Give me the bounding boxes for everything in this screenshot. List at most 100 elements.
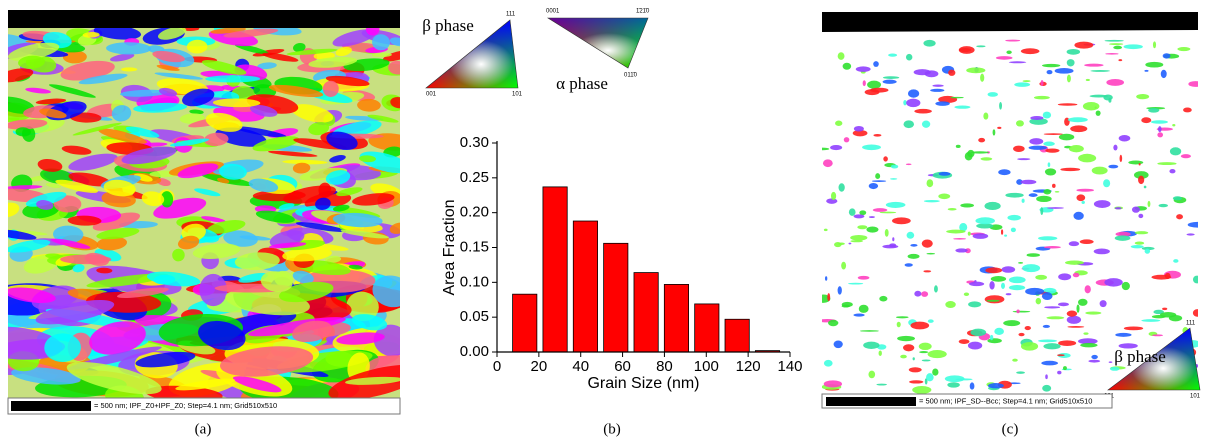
grain: [248, 178, 279, 193]
grain: [994, 327, 1004, 335]
grain: [834, 242, 842, 248]
grain: [1176, 214, 1183, 220]
grain: [1058, 133, 1075, 141]
grain: [257, 62, 277, 70]
grain: [879, 211, 897, 214]
grain: [833, 340, 843, 349]
grain: [1025, 287, 1045, 296]
grain: [953, 238, 967, 240]
grain: [203, 132, 229, 147]
grain: [950, 96, 964, 99]
bar: [603, 242, 629, 353]
grain: [883, 156, 888, 162]
grain: [1162, 53, 1171, 59]
grain: [172, 248, 185, 262]
grain: [934, 285, 938, 293]
grain: [910, 243, 918, 247]
grain: [1040, 79, 1044, 87]
grain: [987, 338, 1002, 344]
grain: [857, 225, 868, 230]
grain: [8, 68, 34, 83]
grain: [1188, 81, 1198, 87]
grain: [160, 191, 174, 208]
grain: [1045, 148, 1060, 153]
grain: [905, 53, 913, 61]
grain: [1008, 276, 1026, 284]
scale-bar-text: = 500 nm; IPF_SD--Bcc; Step=4.1 nm; Grid…: [919, 396, 1092, 405]
grain: [109, 53, 135, 62]
grain: [859, 330, 879, 332]
grain: [292, 162, 311, 174]
grain: [841, 301, 853, 308]
grain: [1123, 326, 1144, 331]
y-axis-label: Area Fraction: [441, 199, 458, 295]
grain: [1046, 316, 1065, 320]
grain: [1136, 93, 1150, 100]
grain: [358, 155, 376, 163]
grain: [1005, 293, 1012, 296]
legend-title: α phase: [556, 74, 608, 93]
grain: [1068, 145, 1084, 153]
x-tick-label: 60: [614, 358, 631, 375]
grain: [1123, 44, 1143, 50]
grain: [1192, 275, 1198, 284]
grain: [220, 346, 314, 377]
grain: [932, 84, 944, 87]
grain: [1115, 231, 1131, 237]
grain: [1072, 272, 1080, 278]
grain: [145, 385, 223, 398]
grain: [72, 264, 85, 273]
grain: [37, 158, 63, 172]
grain: [900, 354, 907, 359]
grain: [325, 75, 370, 87]
grain: [252, 48, 285, 57]
grain: [1141, 117, 1152, 124]
grain: [1066, 74, 1071, 83]
grain: [67, 215, 102, 226]
grain: [1152, 41, 1157, 49]
grain: [8, 229, 37, 240]
y-tick-label: 0.30: [460, 134, 489, 151]
grain: [1020, 342, 1039, 351]
grain: [924, 70, 939, 78]
x-tick-label: 20: [531, 358, 548, 375]
grain: [135, 351, 196, 368]
grain: [989, 334, 994, 341]
grain: [909, 380, 924, 384]
grain: [823, 359, 833, 367]
grain: [1145, 61, 1164, 68]
grain: [927, 319, 934, 323]
grain: [1173, 259, 1179, 263]
grain: [177, 235, 200, 250]
grain: [308, 56, 358, 68]
grain: [969, 382, 975, 390]
grain: [1103, 179, 1111, 188]
grain: [974, 279, 977, 283]
grain: [944, 375, 965, 383]
grain: [876, 383, 887, 386]
grain: [912, 385, 932, 394]
grain: [357, 98, 381, 112]
grain: [1077, 298, 1088, 306]
grain: [192, 243, 241, 259]
grain: [823, 228, 828, 232]
grain: [1138, 175, 1145, 185]
grain: [1080, 342, 1098, 348]
grain: [1090, 69, 1111, 72]
grain: [268, 242, 307, 249]
grain: [156, 64, 180, 71]
grain: [217, 177, 230, 184]
grain: [908, 89, 920, 98]
grain: [895, 316, 909, 319]
grain: [252, 136, 300, 152]
grain: [324, 255, 342, 263]
grain: [907, 253, 920, 259]
grain: [279, 281, 334, 303]
grain: [15, 127, 31, 137]
grain: [995, 56, 1013, 60]
grain: [1076, 194, 1086, 202]
grain: [1079, 239, 1094, 245]
grain: [924, 378, 928, 385]
x-tick-label: 120: [736, 358, 761, 375]
